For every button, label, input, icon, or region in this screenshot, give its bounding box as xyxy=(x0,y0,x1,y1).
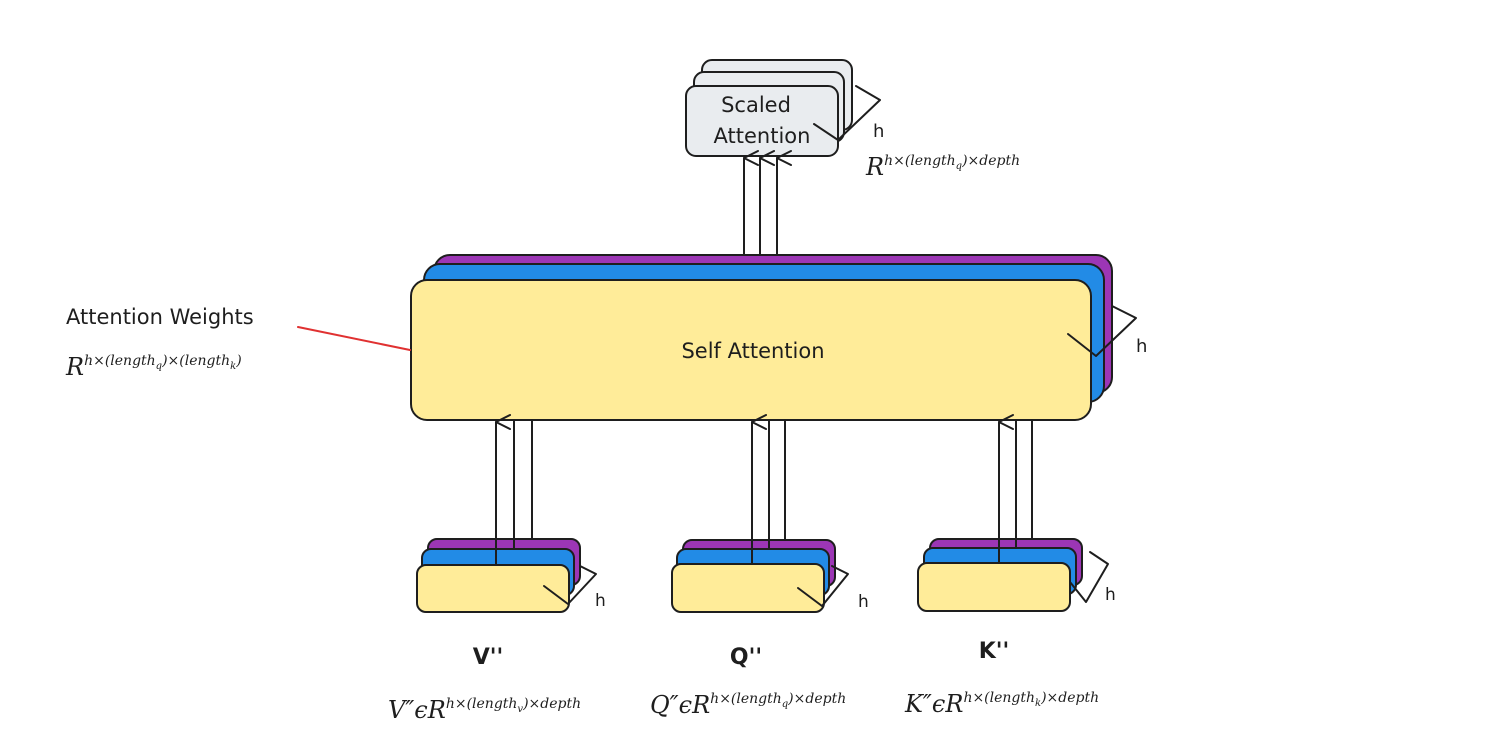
input-v-box xyxy=(416,564,570,613)
scaled-attention-shape: Rh×(lengthq)×depth xyxy=(865,153,1020,181)
scaled-attention-h-label: h xyxy=(873,121,884,142)
input-q-box xyxy=(671,563,825,613)
input-q-shape: Q″ϵRh×(lengthq)×depth xyxy=(650,691,846,719)
scaled-attention-label-line1: Scaled xyxy=(721,93,791,117)
input-k-stack: h K'' K″ϵRh×(lengthk)×depth xyxy=(904,414,1116,718)
attention-weights-label: Attention Weights xyxy=(66,305,254,329)
input-v-shape: V″ϵRh×(lengthv)×depth xyxy=(388,696,581,724)
input-v-h-label: h xyxy=(595,591,606,611)
attention-weights-annotation: Attention Weights Rh×(lengthq)×(lengthk) xyxy=(65,305,411,381)
self-attention-depth-bracket xyxy=(1067,305,1137,357)
self-attention-stack: Self Attention h xyxy=(410,254,1147,421)
input-k-name: K'' xyxy=(979,639,1010,664)
self-attention-label: Self Attention xyxy=(681,339,824,363)
self-attention-h-label: h xyxy=(1136,336,1147,357)
input-q-stack: h Q'' Q″ϵRh×(lengthq)×depth xyxy=(650,414,869,719)
input-v-name: V'' xyxy=(473,645,504,670)
scaled-attention-stack: Scaled Attention h xyxy=(685,59,884,157)
input-k-depth-bracket xyxy=(1069,551,1109,603)
scaled-attention-label-line2: Attention xyxy=(714,124,811,148)
attention-weights-pointer xyxy=(297,326,411,351)
input-v-stack: h V'' V″ϵRh×(lengthv)×depth xyxy=(388,414,606,724)
input-k-box xyxy=(917,562,1071,612)
scaled-attention-depth-bracket xyxy=(813,85,881,141)
input-k-h-label: h xyxy=(1105,585,1116,605)
input-k-shape: K″ϵRh×(lengthk)×depth xyxy=(904,690,1099,718)
attention-weights-shape: Rh×(lengthq)×(lengthk) xyxy=(65,353,242,381)
input-v-depth-bracket xyxy=(543,565,597,605)
input-q-h-label: h xyxy=(858,592,869,612)
input-q-name: Q'' xyxy=(730,645,762,670)
input-q-depth-bracket xyxy=(797,565,849,607)
